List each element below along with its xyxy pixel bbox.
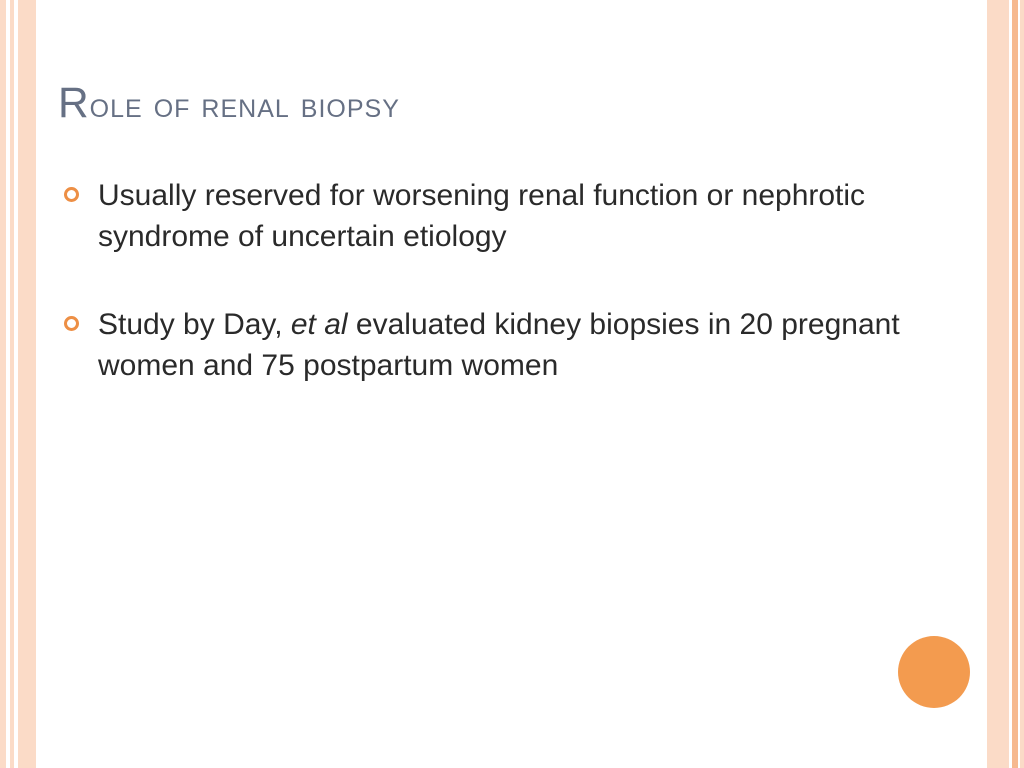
bullet-text: Study by Day,	[98, 308, 291, 341]
bullet-item: Usually reserved for worsening renal fun…	[58, 176, 964, 257]
slide-content-area: Role of renal biopsy Usually reserved fo…	[58, 0, 964, 768]
border-stripe	[987, 0, 1009, 768]
border-stripe	[1012, 0, 1018, 768]
slide-title: Role of renal biopsy	[58, 80, 964, 128]
bullet-text: Usually reserved for worsening renal fun…	[98, 179, 865, 253]
bullet-list: Usually reserved for worsening renal fun…	[58, 176, 964, 386]
title-first-letter: R	[58, 80, 90, 127]
bullet-item: Study by Day, et al evaluated kidney bio…	[58, 305, 964, 386]
bullet-ring-icon	[64, 187, 79, 202]
border-stripe	[1020, 0, 1024, 768]
border-stripe	[1018, 0, 1020, 768]
bullet-ring-icon	[64, 316, 79, 331]
title-rest: ole of renal biopsy	[90, 84, 400, 125]
border-stripe	[18, 0, 36, 768]
border-stripe	[1009, 0, 1012, 768]
bullet-text: et al	[291, 308, 348, 341]
decorative-corner-circle	[898, 636, 970, 708]
